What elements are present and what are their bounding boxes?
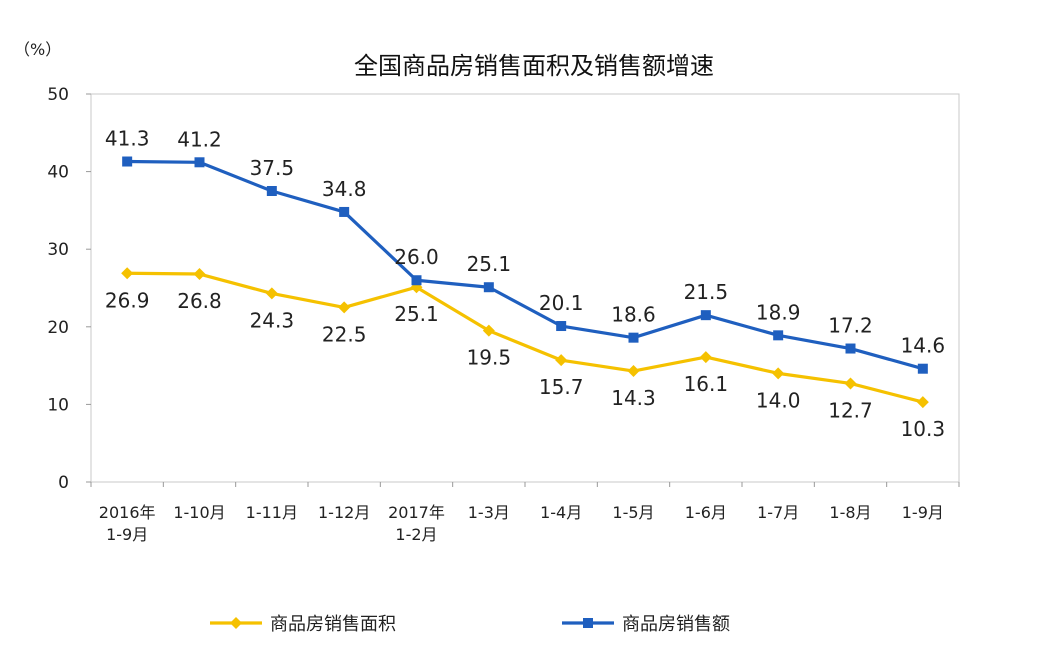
- data-point-sales-area: [193, 268, 206, 281]
- series-line-sales-amount: [127, 159, 924, 371]
- x-tick-label: 2017年 1-2月: [388, 503, 445, 544]
- x-tick-label: 1-6月: [685, 503, 727, 522]
- data-label-sales-area: 14.3: [611, 386, 656, 410]
- x-tick-label: 1-4月: [540, 503, 582, 522]
- data-label-sales-amount: 26.0: [394, 245, 439, 269]
- data-label-sales-amount: 14.6: [901, 334, 946, 358]
- data-label-sales-area: 26.8: [177, 289, 222, 313]
- data-label-sales-amount: 41.2: [177, 127, 222, 151]
- x-tick-label-line: 1-4月: [540, 503, 582, 522]
- data-label-sales-amount: 18.9: [756, 300, 801, 324]
- series-line-sales-area: [127, 271, 924, 404]
- y-tick-label: 20: [47, 318, 69, 338]
- data-point-sales-area: [121, 267, 134, 280]
- x-tick-label: 2016年 1-9月: [99, 503, 156, 544]
- x-tick-label-line: 1-9月: [106, 525, 148, 544]
- data-point-sales-area: [265, 287, 278, 300]
- data-label-sales-amount: 17.2: [828, 314, 873, 338]
- legend-marker-sales-amount: [583, 618, 593, 628]
- data-point-sales-area: [338, 301, 351, 314]
- data-label-sales-area: 25.1: [394, 302, 439, 326]
- data-point-sales-area: [627, 365, 640, 378]
- data-point-sales-area: [916, 396, 929, 409]
- x-tick-label-line: 1-8月: [829, 503, 871, 522]
- x-tick-label-line: 1-7月: [757, 503, 799, 522]
- chart-title: 全国商品房销售面积及销售额增速: [354, 52, 714, 80]
- x-tick-label-line: 1-2月: [395, 525, 437, 544]
- data-point-sales-amount: [845, 343, 856, 354]
- x-tick-label-line: 1-9月: [902, 503, 944, 522]
- data-label-sales-amount: 37.5: [250, 156, 295, 180]
- legend-marker-sales-area: [230, 617, 242, 629]
- data-label-sales-area: 14.0: [756, 388, 801, 412]
- data-point-sales-amount: [483, 282, 494, 293]
- x-tick-label-line: 1-12月: [318, 503, 370, 522]
- data-point-sales-amount: [122, 156, 133, 167]
- data-point-sales-area: [482, 324, 495, 337]
- data-label-sales-area: 24.3: [250, 308, 295, 332]
- x-tick-label-line: 2016年: [99, 503, 156, 522]
- data-label-sales-area: 12.7: [828, 398, 873, 422]
- data-label-sales-amount: 21.5: [684, 280, 729, 304]
- y-axis: 0 10 20 30 40 50: [47, 85, 91, 493]
- data-label-sales-amount: 20.1: [539, 291, 584, 315]
- legend-label-sales-amount: 商品房销售额: [622, 614, 730, 635]
- data-point-sales-area: [844, 377, 857, 390]
- data-label-sales-area: 26.9: [105, 288, 150, 312]
- x-tick-label: 1-3月: [468, 503, 510, 522]
- y-tick-label: 50: [47, 85, 69, 105]
- data-point-sales-amount: [773, 330, 784, 341]
- data-point-sales-amount: [339, 206, 350, 217]
- x-tick-label: 1-10月: [173, 503, 225, 522]
- x-tick-label-line: 1-5月: [612, 503, 654, 522]
- x-tick-label-line: 1-10月: [173, 503, 225, 522]
- data-label-sales-area: 19.5: [467, 346, 512, 370]
- x-axis: 2016年 1-9月 1-10月 1-11月 1-12月 2017年 1-2月 1-3月 1-4…: [90, 482, 960, 544]
- legend: 商品房销售面积 商品房销售额: [210, 614, 730, 635]
- data-point-sales-area: [772, 367, 785, 380]
- x-tick-label: 1-12月: [318, 503, 370, 522]
- data-point-sales-amount: [556, 321, 567, 332]
- data-label-sales-amount: 34.8: [322, 177, 367, 201]
- x-tick-label: 1-11月: [246, 503, 298, 522]
- x-tick-label-line: 2017年: [388, 503, 445, 522]
- data-label-sales-area: 10.3: [901, 417, 946, 441]
- y-axis-unit: （%）: [14, 40, 61, 59]
- data-label-sales-amount: 25.1: [467, 252, 512, 276]
- data-point-sales-amount: [411, 275, 422, 286]
- data-label-sales-area: 16.1: [684, 372, 729, 396]
- data-label-sales-area: 22.5: [322, 322, 367, 346]
- data-point-sales-amount: [700, 310, 711, 321]
- x-tick-label-line: 1-3月: [468, 503, 510, 522]
- y-tick-label: 0: [58, 473, 69, 493]
- x-tick-label: 1-7月: [757, 503, 799, 522]
- x-tick-label: 1-5月: [612, 503, 654, 522]
- data-point-sales-amount: [266, 186, 277, 196]
- x-tick-label: 1-8月: [829, 503, 871, 522]
- series-layer: 26.9 26.8 24.3 22.5 25.1 19.5 15.7 14.3 16.1 14.0…: [105, 127, 945, 442]
- legend-label-sales-area: 商品房销售面积: [270, 614, 396, 635]
- data-label-sales-amount: 41.3: [105, 127, 150, 151]
- data-point-sales-area: [555, 354, 568, 367]
- data-point-sales-amount: [194, 157, 205, 168]
- y-tick-label: 40: [47, 163, 69, 183]
- data-point-sales-amount: [628, 332, 639, 343]
- y-tick-label: 10: [47, 395, 69, 415]
- data-point-sales-amount: [917, 363, 928, 374]
- data-label-sales-area: 15.7: [539, 375, 584, 399]
- x-tick-label: 1-9月: [902, 503, 944, 522]
- y-tick-label: 30: [47, 240, 69, 260]
- x-tick-label-line: 1-6月: [685, 503, 727, 522]
- plot-area: [90, 93, 960, 483]
- data-point-sales-area: [699, 351, 712, 364]
- x-tick-label-line: 1-11月: [246, 503, 298, 522]
- data-label-sales-amount: 18.6: [611, 303, 656, 327]
